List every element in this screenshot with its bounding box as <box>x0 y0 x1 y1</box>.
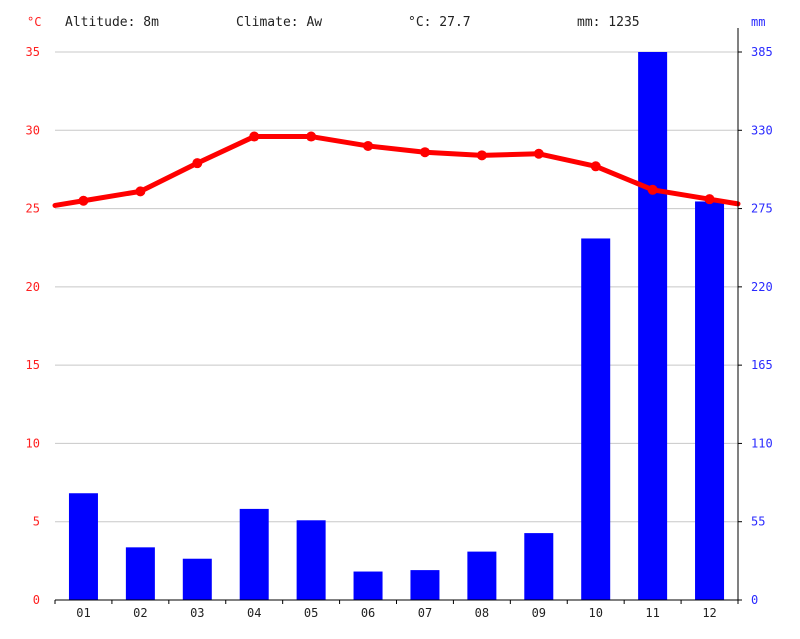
temperature-point <box>647 184 658 195</box>
precipitation-bar <box>467 551 497 600</box>
temperature-point <box>476 150 487 161</box>
month-label: 07 <box>418 606 432 620</box>
temperature-point <box>363 140 374 151</box>
left-axis-label: 15 <box>26 358 40 372</box>
grid-lines <box>55 51 738 523</box>
precipitation-bar <box>125 547 155 600</box>
right-axis-label: 55 <box>751 515 765 529</box>
left-axis-label: 5 <box>33 515 40 529</box>
left-axis-label: 0 <box>33 593 40 607</box>
month-label: 09 <box>532 606 546 620</box>
precipitation-bar <box>68 493 98 600</box>
month-label: 03 <box>190 606 204 620</box>
precipitation-bar <box>410 570 440 600</box>
month-label: 01 <box>76 606 90 620</box>
left-axis-label: 35 <box>26 45 40 59</box>
temperature-point <box>78 195 89 206</box>
left-axis-label: 20 <box>26 280 40 294</box>
axes <box>54 28 742 604</box>
annual-precipitation-label: mm: 1235 <box>577 15 640 30</box>
right-axis-label: 330 <box>751 123 773 137</box>
right-axis-label: 220 <box>751 280 773 294</box>
temperature-point <box>419 147 430 158</box>
right-axis-label: 0 <box>751 593 758 607</box>
temperature-polyline <box>52 134 741 208</box>
precipitation-bar <box>581 238 611 600</box>
left-axis-unit: °C <box>27 15 42 29</box>
month-label: 02 <box>133 606 147 620</box>
precipitation-bar <box>296 520 326 600</box>
right-axis-label: 110 <box>751 436 773 450</box>
right-axis-label: 275 <box>751 202 773 216</box>
precipitation-bar <box>353 571 383 600</box>
left-axis-label: 10 <box>26 436 40 450</box>
temperature-point <box>306 131 317 142</box>
precipitation-bar <box>524 533 554 600</box>
precipitation-bar <box>638 52 668 600</box>
left-axis-label: 25 <box>26 202 40 216</box>
climate-label: Climate: Aw <box>236 15 323 30</box>
right-axis-label: 385 <box>751 45 773 59</box>
precipitation-bar <box>695 201 725 601</box>
month-label: 12 <box>702 606 716 620</box>
temperature-point <box>249 131 260 142</box>
temperature-point <box>704 194 715 205</box>
tick-labels: 01 02 03 04 05 06 07 08 09 10 11 120551101652202753… <box>26 45 773 620</box>
month-label: 11 <box>645 606 659 620</box>
temperature-point <box>192 158 203 169</box>
month-label: 10 <box>588 606 602 620</box>
temperature-point <box>135 186 146 197</box>
left-axis-label: 30 <box>26 123 40 137</box>
temperature-point <box>590 161 601 172</box>
altitude-label: Altitude: 8m <box>65 15 159 30</box>
precipitation-bar <box>239 508 269 600</box>
precipitation-bar <box>182 558 212 600</box>
temperature-point <box>533 148 544 159</box>
month-label: 04 <box>247 606 261 620</box>
mean-temperature-label: °C: 27.7 <box>408 15 471 30</box>
temperature-line <box>52 131 741 208</box>
month-label: 08 <box>475 606 489 620</box>
right-axis-label: 165 <box>751 358 773 372</box>
month-label: 06 <box>361 606 375 620</box>
month-label: 05 <box>304 606 318 620</box>
precipitation-bars <box>68 52 725 601</box>
right-axis-unit: mm <box>751 15 766 29</box>
